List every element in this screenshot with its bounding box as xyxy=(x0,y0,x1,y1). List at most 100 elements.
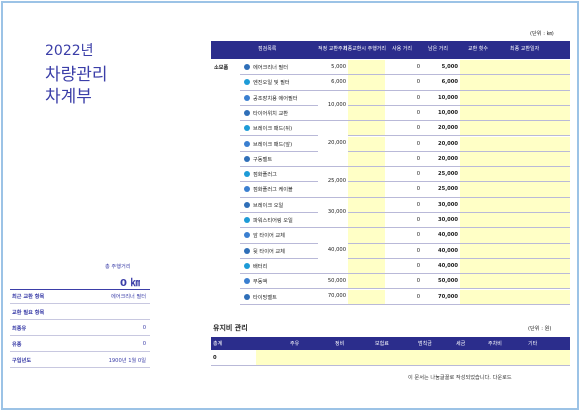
cost-column-header: 세금 xyxy=(456,341,466,347)
date xyxy=(510,228,570,244)
cycle-cell xyxy=(318,91,348,122)
last-mileage xyxy=(348,243,385,259)
count xyxy=(460,151,510,168)
count xyxy=(460,75,510,91)
cost-title: 유지비 관리 xyxy=(213,324,248,332)
remaining: 40,000 xyxy=(437,232,458,239)
used-cell xyxy=(385,167,420,183)
column-header: 적정 교환주기 xyxy=(318,46,348,52)
date xyxy=(510,60,570,76)
used: 0 xyxy=(416,64,420,70)
used: 0 xyxy=(416,293,420,300)
table-header xyxy=(211,41,570,59)
count xyxy=(460,197,510,213)
item-name: 부동액 xyxy=(253,279,268,286)
remaining-cell xyxy=(420,290,460,305)
date xyxy=(510,136,570,152)
cost-unit: (단위 : 원) xyxy=(528,326,552,332)
cycle-cell xyxy=(318,75,348,91)
column-header: 교환 횟수 xyxy=(468,46,488,52)
used-cell xyxy=(385,228,420,244)
column-header: 남은 거리 xyxy=(428,46,448,52)
last-mileage xyxy=(348,75,385,91)
last-mileage xyxy=(348,182,385,198)
cycle-cell xyxy=(318,290,348,305)
summary-row-label: 교환 필요 항목 xyxy=(12,310,45,316)
used-cell xyxy=(385,91,420,106)
count xyxy=(460,228,510,244)
used-cell xyxy=(385,75,420,91)
summary-row-value: 0 xyxy=(142,341,146,347)
cycle-cell xyxy=(318,228,348,275)
date xyxy=(510,243,570,259)
cycle: 50,000 xyxy=(327,277,346,284)
last-mileage xyxy=(348,151,385,168)
used: 0 xyxy=(416,94,420,101)
item-name: 타이어위치 교환 xyxy=(253,110,289,117)
count xyxy=(460,136,510,152)
last-mileage xyxy=(348,258,385,275)
remaining-cell xyxy=(420,198,460,213)
remaining-cell xyxy=(420,152,460,168)
item-icon xyxy=(244,171,250,178)
column-header: 사용 거리 xyxy=(392,46,412,52)
remaining: 20,000 xyxy=(437,140,458,147)
date xyxy=(510,167,570,183)
last-mileage xyxy=(348,60,385,76)
title: 차량관리 xyxy=(45,65,108,85)
cycle: 5,000 xyxy=(331,63,346,70)
row-line xyxy=(10,351,150,352)
used: 0 xyxy=(416,109,420,116)
summary-row-value: 1900년 1월 0일 xyxy=(108,358,146,364)
used: 0 xyxy=(416,217,420,223)
count xyxy=(460,213,510,229)
remaining-cell xyxy=(420,228,460,244)
item-icon xyxy=(244,155,250,162)
remaining-cell xyxy=(420,167,460,183)
last-mileage xyxy=(348,197,385,213)
used-cell xyxy=(385,60,420,76)
remaining: 70,000 xyxy=(437,293,458,300)
item-name: 엔진오일 및 필터 xyxy=(253,80,290,87)
item-icon xyxy=(244,247,250,254)
summary-value: 0 ㎞ xyxy=(120,278,141,289)
cycle-cell xyxy=(318,167,348,198)
remaining-cell xyxy=(420,274,460,290)
used: 0 xyxy=(416,262,420,269)
remaining: 25,000 xyxy=(437,171,458,178)
item-cell xyxy=(240,60,318,76)
item-cell xyxy=(240,75,318,91)
column-header: 최종 교환일자 xyxy=(510,46,540,52)
date xyxy=(510,289,570,305)
last-mileage xyxy=(348,213,385,229)
cycle-cell xyxy=(318,274,348,290)
item-cell xyxy=(240,106,318,122)
cycle-cell xyxy=(318,60,348,76)
item-cell xyxy=(240,152,318,168)
cost-total-cell xyxy=(211,350,256,366)
column-header: 점검목록 xyxy=(258,46,277,52)
remaining: 20,000 xyxy=(437,155,458,162)
remaining: 25,000 xyxy=(437,186,458,193)
used-cell xyxy=(385,213,420,229)
remaining-cell xyxy=(420,137,460,152)
remaining-cell xyxy=(420,182,460,198)
cycle-cell xyxy=(318,198,348,229)
item-name: 타이밍벨트 xyxy=(253,294,277,301)
remaining-cell xyxy=(420,106,460,122)
last-mileage xyxy=(348,121,385,137)
item-cell xyxy=(240,244,318,259)
used-cell xyxy=(385,152,420,168)
cycle: 6,000 xyxy=(331,78,346,85)
count xyxy=(460,167,510,183)
summary-row-value: 에어크리너 필터 xyxy=(110,294,146,300)
used-cell xyxy=(385,244,420,259)
used: 0 xyxy=(416,186,420,193)
item-icon xyxy=(244,293,250,300)
summary-row-value: 0 xyxy=(142,325,146,331)
date xyxy=(510,75,570,91)
item-name: 점화플러그 xyxy=(253,172,277,179)
footer: 이 문서는 나눔글꼴로 작성되었습니다. 다운로드 xyxy=(408,375,512,381)
cost-cells xyxy=(256,350,570,366)
